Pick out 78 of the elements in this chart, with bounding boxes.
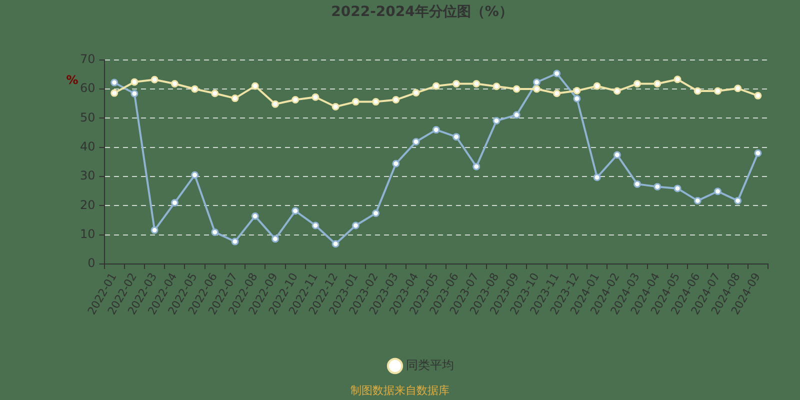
- point: [211, 90, 219, 98]
- y-tick-label: 10: [80, 226, 96, 241]
- point: [110, 78, 118, 86]
- point: [130, 78, 138, 86]
- point: [452, 133, 460, 141]
- point: [392, 96, 400, 104]
- point: [271, 100, 279, 108]
- point: [312, 222, 320, 230]
- point: [573, 86, 581, 94]
- point: [634, 180, 642, 188]
- y-tick-label: 40: [80, 139, 96, 154]
- point: [231, 94, 239, 102]
- point: [150, 226, 158, 234]
- point: [634, 80, 642, 88]
- point: [674, 76, 682, 84]
- point: [674, 184, 682, 192]
- point: [130, 90, 138, 98]
- point: [754, 92, 762, 100]
- point: [472, 162, 480, 170]
- point: [271, 235, 279, 243]
- point: [231, 238, 239, 246]
- point: [714, 188, 722, 196]
- point: [191, 85, 199, 93]
- point: [352, 222, 360, 230]
- point: [553, 90, 561, 98]
- y-tick-label: 0: [88, 256, 96, 270]
- point: [191, 171, 199, 179]
- point: [654, 80, 662, 88]
- point: [694, 87, 702, 95]
- point: [110, 89, 118, 97]
- point: [432, 126, 440, 134]
- point: [512, 111, 520, 119]
- point: [170, 80, 178, 88]
- point: [613, 151, 621, 159]
- text: 制图数据来自数据库: [350, 384, 450, 397]
- point: [734, 84, 742, 92]
- point: [532, 85, 540, 93]
- point: [734, 196, 742, 204]
- point: [532, 78, 540, 86]
- chart-title: 2022-2024年分位图（%）: [331, 4, 513, 20]
- point: [593, 174, 601, 182]
- y-tick-label: 50: [80, 110, 96, 124]
- point: [292, 96, 300, 104]
- point: [432, 82, 440, 90]
- point: [170, 198, 178, 206]
- point: [352, 98, 360, 106]
- point: [150, 76, 158, 84]
- point: [372, 209, 380, 217]
- point: [292, 207, 300, 215]
- point: [492, 82, 500, 90]
- point: [392, 160, 400, 168]
- point: [211, 228, 219, 236]
- legend-label: 同类平均: [406, 358, 454, 372]
- point: [251, 212, 259, 220]
- point: [492, 117, 500, 125]
- point: [332, 103, 340, 111]
- point: [593, 82, 601, 90]
- point: [452, 80, 460, 88]
- point: [412, 89, 420, 97]
- point: [412, 138, 420, 146]
- point: [754, 149, 762, 157]
- point: [372, 98, 380, 106]
- point: [694, 196, 702, 204]
- point: [654, 182, 662, 190]
- point: [472, 80, 480, 88]
- point: [573, 94, 581, 102]
- point: [553, 70, 561, 78]
- point: [332, 240, 340, 248]
- point: [312, 93, 320, 101]
- y-axis-title: %: [66, 72, 78, 87]
- y-tick-label: 70: [80, 52, 96, 66]
- y-tick-label: 20: [80, 198, 96, 212]
- point: [613, 87, 621, 95]
- point: [714, 87, 722, 95]
- y-tick-label: 30: [80, 168, 96, 183]
- y-tick-label: 60: [80, 81, 96, 96]
- point: [251, 82, 259, 90]
- point: [512, 85, 520, 93]
